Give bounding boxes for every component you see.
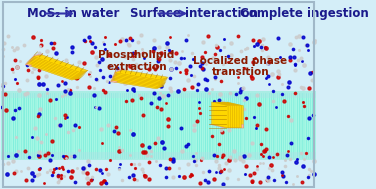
Polygon shape	[223, 102, 239, 128]
Bar	[2, 91, 316, 98]
Polygon shape	[220, 102, 237, 128]
Polygon shape	[111, 77, 165, 88]
Polygon shape	[31, 57, 86, 74]
Polygon shape	[33, 55, 88, 72]
Polygon shape	[114, 72, 167, 83]
Polygon shape	[216, 102, 232, 128]
Polygon shape	[115, 70, 168, 80]
Polygon shape	[26, 62, 82, 79]
Polygon shape	[29, 59, 84, 77]
Polygon shape	[218, 102, 235, 128]
Polygon shape	[225, 102, 241, 128]
Text: Surface interaction: Surface interaction	[130, 7, 258, 20]
Polygon shape	[112, 75, 166, 85]
Polygon shape	[227, 102, 244, 128]
Polygon shape	[212, 102, 228, 128]
Text: Phospholipid
extraction: Phospholipid extraction	[99, 50, 175, 72]
Polygon shape	[30, 58, 85, 76]
Polygon shape	[112, 76, 165, 86]
Polygon shape	[214, 102, 230, 128]
Polygon shape	[209, 124, 244, 128]
Text: MoS₂ in water: MoS₂ in water	[27, 7, 119, 20]
Polygon shape	[26, 54, 43, 66]
Bar	[2, 152, 316, 160]
Polygon shape	[32, 56, 87, 73]
Polygon shape	[111, 79, 164, 89]
Polygon shape	[111, 69, 123, 83]
Polygon shape	[113, 74, 166, 84]
Text: Complete ingestion: Complete ingestion	[240, 7, 369, 20]
Polygon shape	[114, 71, 167, 81]
Bar	[2, 91, 316, 160]
Polygon shape	[26, 63, 80, 80]
Polygon shape	[27, 60, 83, 78]
Text: Localized phase
transition: Localized phase transition	[193, 56, 287, 77]
